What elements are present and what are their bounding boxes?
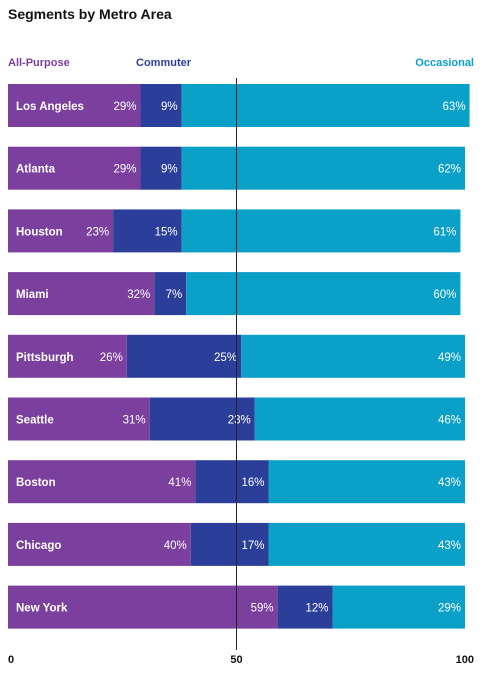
category-label: Houston bbox=[16, 226, 63, 238]
bar-segment-occasional bbox=[268, 522, 465, 566]
value-label: 15% bbox=[155, 226, 178, 238]
value-label: 29% bbox=[113, 101, 136, 113]
legend: All-Purpose Commuter Occasional bbox=[8, 57, 474, 69]
category-label: Miami bbox=[16, 289, 49, 301]
value-label: 25% bbox=[214, 352, 237, 364]
value-label: 12% bbox=[305, 603, 328, 615]
bar-segment-all-purpose bbox=[8, 209, 114, 253]
value-label: 23% bbox=[228, 415, 251, 427]
x-axis: 0 50 100 bbox=[8, 654, 474, 666]
bar-segment-all-purpose bbox=[8, 460, 196, 504]
bar-row: Miami 32% 7% 60% bbox=[8, 272, 461, 316]
value-label: 62% bbox=[438, 164, 461, 176]
value-label: 9% bbox=[161, 164, 178, 176]
value-label: 32% bbox=[127, 289, 150, 301]
value-label: 59% bbox=[251, 603, 274, 615]
value-label: 9% bbox=[161, 101, 178, 113]
bar-segment-all-purpose bbox=[8, 146, 141, 190]
bar-row: Pittsburgh 26% 25% 49% bbox=[8, 334, 465, 378]
bar-segment-commuter bbox=[190, 522, 269, 566]
value-label: 63% bbox=[443, 101, 466, 113]
bar-segment-all-purpose bbox=[8, 397, 150, 441]
value-label: 29% bbox=[113, 164, 136, 176]
legend-item-occasional: Occasional bbox=[415, 57, 474, 69]
bar-segment-occasional bbox=[268, 460, 465, 504]
value-label: 26% bbox=[100, 352, 123, 364]
category-label: Atlanta bbox=[16, 164, 56, 176]
bar-segment-occasional bbox=[241, 334, 465, 378]
bar-segment-occasional bbox=[181, 209, 461, 253]
category-label: Seattle bbox=[16, 415, 54, 427]
category-label: Los Angeles bbox=[16, 101, 84, 113]
x-tick-label: 100 bbox=[456, 654, 474, 666]
bar-row: Boston 41% 16% 43% bbox=[8, 460, 465, 504]
bar-row: Chicago 40% 17% 43% bbox=[8, 522, 465, 566]
bar-segment-commuter bbox=[149, 397, 255, 441]
bar-row: Los Angeles 29% 9% 63% bbox=[8, 84, 470, 127]
bar-segment-commuter bbox=[277, 585, 333, 629]
bar-segment-commuter bbox=[140, 146, 182, 190]
bar-segment-occasional bbox=[181, 146, 465, 190]
bars: Los Angeles 29% 9% 63% Atlanta 29% 9% 62% Housto… bbox=[8, 84, 470, 629]
bar-segment-occasional bbox=[332, 585, 465, 629]
value-label: 40% bbox=[164, 540, 187, 552]
value-label: 61% bbox=[433, 226, 456, 238]
x-tick-label: 50 bbox=[230, 654, 242, 666]
category-label: Chicago bbox=[16, 540, 61, 552]
legend-item-commuter: Commuter bbox=[136, 57, 192, 69]
x-tick-label: 0 bbox=[8, 654, 14, 666]
value-label: 7% bbox=[166, 289, 183, 301]
value-label: 41% bbox=[168, 477, 191, 489]
bar-row: Atlanta 29% 9% 62% bbox=[8, 146, 465, 190]
bar-segment-all-purpose bbox=[8, 585, 278, 629]
value-label: 29% bbox=[438, 603, 461, 615]
bar-segment-occasional bbox=[254, 397, 465, 441]
bar-row: Houston 23% 15% 61% bbox=[8, 209, 461, 253]
category-label: Pittsburgh bbox=[16, 352, 74, 364]
bar-segment-occasional bbox=[186, 272, 461, 316]
chart-title: Segments by Metro Area bbox=[8, 6, 172, 22]
bar-segment-all-purpose bbox=[8, 84, 141, 127]
value-label: 46% bbox=[438, 415, 461, 427]
bar-segment-commuter bbox=[126, 334, 242, 378]
category-label: New York bbox=[16, 603, 68, 615]
bar-row: New York 59% 12% 29% bbox=[8, 585, 465, 629]
legend-item-all-purpose: All-Purpose bbox=[8, 57, 70, 69]
value-label: 43% bbox=[438, 477, 461, 489]
value-label: 60% bbox=[433, 289, 456, 301]
bar-segment-commuter bbox=[113, 209, 182, 253]
value-label: 43% bbox=[438, 540, 461, 552]
bar-segment-commuter bbox=[154, 272, 187, 316]
bar-segment-all-purpose bbox=[8, 334, 127, 378]
value-label: 31% bbox=[123, 415, 146, 427]
bar-row: Seattle 31% 23% 46% bbox=[8, 397, 465, 441]
bar-segment-occasional bbox=[181, 84, 470, 127]
value-label: 17% bbox=[241, 540, 264, 552]
value-label: 23% bbox=[86, 226, 109, 238]
value-label: 16% bbox=[241, 477, 264, 489]
bar-segment-all-purpose bbox=[8, 272, 155, 316]
bar-segment-commuter bbox=[140, 84, 182, 127]
bar-segment-commuter bbox=[195, 460, 269, 504]
category-label: Boston bbox=[16, 477, 56, 489]
value-label: 49% bbox=[438, 352, 461, 364]
bar-segment-all-purpose bbox=[8, 522, 191, 566]
